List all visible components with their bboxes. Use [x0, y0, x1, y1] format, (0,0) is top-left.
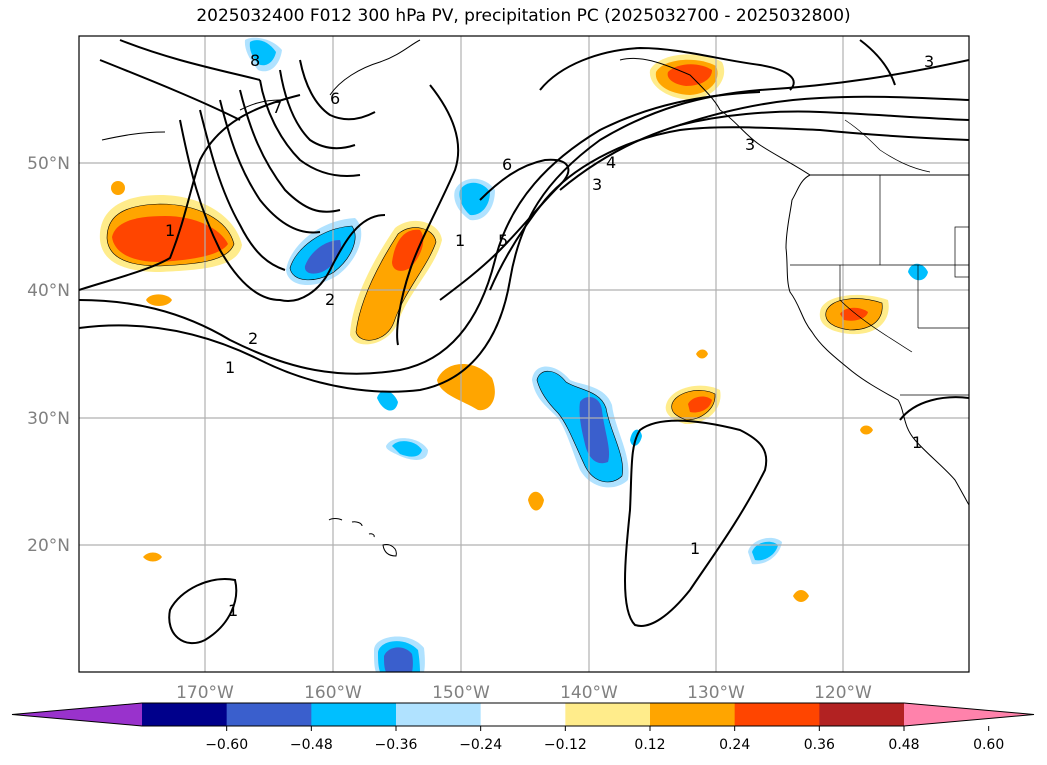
- contour-label: 1: [690, 539, 700, 558]
- lon-label: 150°W: [432, 683, 490, 703]
- contour-label: 1: [455, 231, 465, 250]
- graticule: [79, 36, 969, 672]
- contour-label: 3: [924, 52, 934, 71]
- lon-label: 160°W: [304, 683, 362, 703]
- colorbar-segment: [565, 703, 651, 726]
- contour-label: 5: [498, 231, 508, 250]
- contour-label: 7: [272, 98, 282, 117]
- colorbar-tick-label: −0.12: [544, 737, 587, 753]
- longitude-labels: 170°W 160°W 150°W 140°W 130°W 120°W: [176, 683, 872, 703]
- precip-negative-shading: [244, 37, 928, 672]
- boundaries: [790, 119, 969, 396]
- pv-contours: [79, 39, 969, 645]
- colorbar-tick-label: −0.36: [375, 737, 418, 753]
- colorbar-outline: [11, 702, 1035, 727]
- contour-label: 3: [745, 135, 755, 154]
- contour-label: 1: [228, 601, 238, 620]
- precip-outlines: [106, 203, 883, 483]
- coastlines: [101, 39, 969, 557]
- colorbar-tick-label: 0.24: [719, 737, 750, 753]
- precip-positive-shading: [99, 54, 889, 602]
- colorbar-tick-label: 0.36: [804, 737, 835, 753]
- colorbar-segment: [226, 703, 312, 726]
- lat-label: 50°N: [27, 154, 70, 174]
- colorbar-tick-label: 0.12: [634, 737, 665, 753]
- colorbar-tick-label: −0.60: [205, 737, 248, 753]
- colorbar-tick-label: −0.48: [290, 737, 333, 753]
- colorbar: −0.60 −0.48 −0.36 −0.24 −0.12 0.12 0.24 0.36 0.4…: [11, 702, 1035, 753]
- colorbar-extend-max: [904, 703, 1034, 726]
- colorbar-segment: [142, 703, 228, 726]
- contour-label: 2: [325, 290, 335, 309]
- colorbar-segment: [396, 703, 482, 726]
- colorbar-segment: [650, 703, 736, 726]
- map-border: [78, 35, 970, 673]
- contour-label: 1: [225, 358, 235, 377]
- contour-label: 6: [502, 155, 512, 174]
- contour-label: 6: [330, 89, 340, 108]
- colorbar-tick-label: 0.48: [888, 737, 919, 753]
- chart-title: 2025032400 F012 300 hPa PV, precipitatio…: [196, 6, 851, 26]
- map-frame: [79, 36, 969, 672]
- colorbar-tick-label: 0.60: [973, 737, 1004, 753]
- colorbar-segment: [819, 703, 905, 726]
- lat-label: 40°N: [27, 281, 70, 301]
- contour-label: 2: [248, 329, 258, 348]
- lat-label: 30°N: [27, 409, 70, 429]
- lat-label: 20°N: [27, 536, 70, 556]
- contour-label: 3: [592, 175, 602, 194]
- lon-label: 130°W: [687, 683, 745, 703]
- contour-label: 1: [165, 221, 175, 240]
- colorbar-segment: [311, 703, 397, 726]
- latitude-labels: 50°N 40°N 30°N 20°N: [27, 154, 70, 556]
- contour-label: 8: [250, 51, 260, 70]
- pv-contour-labels: 8 7 6 6 5 4 3 3 2 2 1 1 1 1 1 1 3: [165, 51, 934, 620]
- colorbar-extend-min: [12, 703, 142, 726]
- colorbar-tick-label: −0.24: [459, 737, 502, 753]
- lon-label: 170°W: [176, 683, 234, 703]
- contour-label: 4: [606, 153, 616, 172]
- lon-label: 140°W: [560, 683, 618, 703]
- colorbar-segment: [734, 703, 820, 726]
- lon-label: 120°W: [814, 683, 872, 703]
- contour-label: 1: [912, 433, 922, 452]
- colorbar-segment: [480, 703, 566, 726]
